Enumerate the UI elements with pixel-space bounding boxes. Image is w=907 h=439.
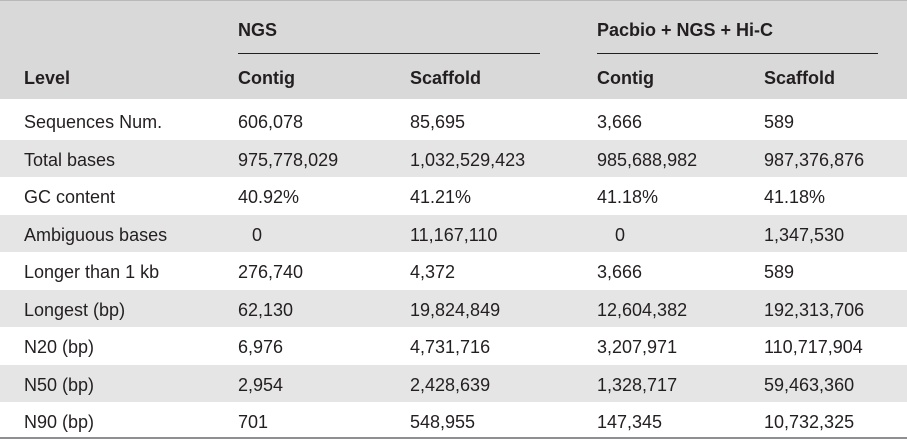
cell-hybrid-contig: 1,328,717 [597, 375, 678, 395]
cell-ngs-contig: 6,976 [238, 337, 284, 357]
cell-ngs-scaffold: 41.21% [410, 187, 472, 207]
cell-hybrid-scaffold: 589 [764, 262, 795, 282]
cell-hybrid-contig: 12,604,382 [597, 300, 688, 320]
row-label-cell: GC content [24, 187, 116, 207]
cell-hybrid-contig: 3,207,971 [597, 337, 678, 357]
cell-hybrid-contig: 3,666 [597, 112, 643, 132]
row-label-cell: N50 (bp) [24, 375, 95, 395]
table-header-background [0, 0, 907, 99]
cell-hybrid-scaffold: 110,717,904 [764, 337, 863, 357]
row-band [0, 365, 907, 402]
cell-ngs-scaffold: 1,032,529,423 [410, 150, 526, 170]
row-band [0, 140, 907, 177]
table-bottom-rule [0, 437, 907, 439]
cell-ngs-scaffold: 4,372 [410, 262, 456, 282]
cell-hybrid-contig: 147,345 [597, 412, 663, 432]
cell-ngs-contig: 2,954 [238, 375, 284, 395]
cell-hybrid-contig: 0 [615, 225, 626, 245]
cell-hybrid-scaffold: 987,376,876 [764, 150, 865, 170]
group-header-ngs: NGS [238, 20, 278, 40]
row-label-cell: Longest (bp) [24, 300, 126, 320]
row-label-cell: N90 (bp) [24, 412, 95, 432]
cell-ngs-scaffold: 548,955 [410, 412, 476, 432]
row-band [0, 215, 907, 252]
column-header-ngs-contig: Contig [238, 68, 295, 88]
cell-ngs-scaffold: 19,824,849 [410, 300, 501, 320]
group-underline-ngs [238, 53, 540, 54]
cell-hybrid-contig: 3,666 [597, 262, 643, 282]
cell-ngs-contig: 40.92% [238, 187, 300, 207]
row-label-cell: Ambiguous bases [24, 225, 168, 245]
cell-hybrid-contig: 41.18% [597, 187, 659, 207]
cell-hybrid-scaffold: 10,732,325 [764, 412, 855, 432]
cell-hybrid-contig: 985,688,982 [597, 150, 698, 170]
column-header-hybrid-scaffold: Scaffold [764, 68, 836, 88]
column-header-level: Level [24, 68, 71, 88]
cell-ngs-contig: 975,778,029 [238, 150, 339, 170]
cell-hybrid-scaffold: 41.18% [764, 187, 826, 207]
row-label-cell: Longer than 1 kb [24, 262, 160, 282]
column-header-ngs-scaffold: Scaffold [410, 68, 482, 88]
column-header-hybrid-contig: Contig [597, 68, 654, 88]
cell-hybrid-scaffold: 1,347,530 [764, 225, 845, 245]
cell-hybrid-scaffold: 589 [764, 112, 795, 132]
cell-ngs-contig: 606,078 [238, 112, 304, 132]
row-label-cell: Total bases [24, 150, 116, 170]
cell-ngs-scaffold: 11,167,110 [410, 225, 498, 245]
cell-ngs-scaffold: 2,428,639 [410, 375, 491, 395]
row-label-cell: Sequences Num. [24, 112, 163, 132]
cell-hybrid-scaffold: 192,313,706 [764, 300, 865, 320]
cell-ngs-contig: 0 [252, 225, 263, 245]
cell-hybrid-scaffold: 59,463,360 [764, 375, 855, 395]
table-top-rule [0, 0, 907, 1]
group-header-pacbio-ngs-hic: Pacbio + NGS + Hi-C [597, 20, 774, 40]
cell-ngs-contig: 701 [238, 412, 269, 432]
cell-ngs-contig: 62,130 [238, 300, 294, 320]
cell-ngs-scaffold: 85,695 [410, 112, 466, 132]
row-label-cell: N20 (bp) [24, 337, 95, 357]
group-underline-pacbio [597, 53, 878, 54]
cell-ngs-contig: 276,740 [238, 262, 304, 282]
row-band [0, 290, 907, 327]
cell-ngs-scaffold: 4,731,716 [410, 337, 491, 357]
